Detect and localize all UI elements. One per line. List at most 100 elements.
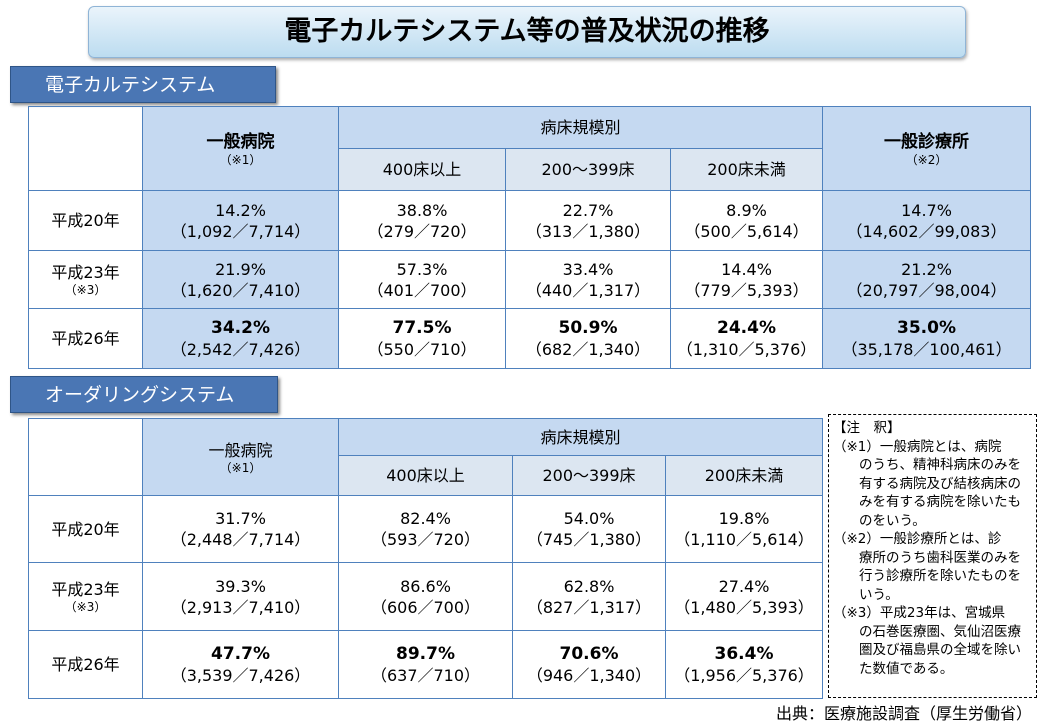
percentage: 70.6% bbox=[559, 643, 619, 664]
percentage: 33.4% bbox=[562, 259, 614, 279]
data-cell: 57.3% （401／700） bbox=[338, 250, 506, 309]
count-ratio: （550／710） bbox=[367, 339, 477, 359]
row-header: 平成26年 bbox=[28, 630, 143, 699]
header-label: 一般病院 bbox=[208, 440, 273, 460]
data-cell: 82.4% （593／720） bbox=[338, 495, 513, 563]
percentage: 39.3% bbox=[215, 576, 266, 596]
percentage: 35.0% bbox=[897, 317, 956, 338]
notes-heading: 【注 釈】 bbox=[833, 420, 901, 436]
row-header: 平成20年 bbox=[28, 190, 143, 251]
header-200-399: 200～399床 bbox=[512, 455, 666, 496]
source-citation: 出典：医療施設調査（厚生労働省） bbox=[775, 704, 1032, 723]
percentage: 47.7% bbox=[211, 643, 270, 664]
year-label: 平成26年 bbox=[51, 329, 120, 348]
row-header: 平成23年 （※3） bbox=[28, 250, 143, 309]
header-bed-scale: 病床規模別 bbox=[337, 106, 824, 149]
percentage: 36.4% bbox=[714, 643, 774, 664]
note-3-body: の石巻医療圏、気仙沼医療圏及び福島県の全域を除いた数値である。 bbox=[859, 623, 1021, 677]
percentage: 89.7% bbox=[396, 643, 455, 664]
count-ratio: （827／1,317） bbox=[526, 597, 652, 617]
percentage: 50.9% bbox=[558, 317, 618, 338]
table-row: 平成26年 34.2% （2,542／7,426） 77.5% （550／710） 50.… bbox=[28, 308, 1032, 369]
percentage: 27.4% bbox=[718, 576, 770, 596]
data-cell: 33.4% （440／1,317） bbox=[505, 250, 671, 309]
data-cell: 27.4% （1,480／5,393） bbox=[664, 562, 824, 631]
note-2-head: （※2）一般診療所とは、診 bbox=[833, 531, 1002, 547]
header-200-399: 200～399床 bbox=[505, 148, 671, 191]
data-cell: 36.4% （1,956／5,376） bbox=[664, 630, 824, 699]
year-label: 平成23年 bbox=[51, 263, 120, 282]
percentage: 21.2% bbox=[901, 259, 952, 279]
count-ratio: （637／710） bbox=[370, 665, 481, 685]
count-ratio: （2,542／7,426） bbox=[170, 339, 311, 359]
data-cell: 50.9% （682／1,340） bbox=[505, 308, 671, 369]
percentage: 24.4% bbox=[717, 317, 776, 338]
year-note: （※3） bbox=[64, 283, 107, 297]
year-label: 平成23年 bbox=[51, 580, 120, 599]
percentage: 62.8% bbox=[563, 576, 615, 596]
corner-cell bbox=[28, 106, 143, 191]
data-cell: 34.2% （2,542／7,426） bbox=[142, 308, 339, 369]
count-ratio: （500／5,614） bbox=[684, 221, 809, 241]
count-ratio: （313／1,380） bbox=[525, 221, 651, 241]
data-cell: 54.0% （745／1,380） bbox=[512, 495, 666, 563]
year-note: （※3） bbox=[64, 600, 107, 614]
count-ratio: （20,797／98,004） bbox=[846, 280, 1007, 300]
row-header: 平成26年 bbox=[28, 308, 143, 369]
header-400-plus: 400床以上 bbox=[338, 148, 506, 191]
note-2-body: 療所のうち歯科医業のみを行う診療所を除いたものをいう。 bbox=[859, 549, 1021, 603]
count-ratio: （606／700） bbox=[370, 597, 481, 617]
header-under-200: 200床未満 bbox=[664, 455, 824, 496]
header-general-hospital: 一般病院 （※1） bbox=[142, 106, 339, 191]
count-ratio: （1,480／5,393） bbox=[674, 597, 814, 617]
page-title: 電子カルテシステム等の普及状況の推移 bbox=[88, 6, 966, 58]
percentage: 14.2% bbox=[215, 200, 266, 220]
section-label-ehr: 電子カルテシステム bbox=[10, 66, 276, 103]
data-cell: 14.7% （14,602／99,083） bbox=[822, 190, 1032, 251]
data-cell: 21.2% （20,797／98,004） bbox=[822, 250, 1032, 309]
table-row: 平成23年 （※3） 21.9% （1,620／7,410） 57.3% （401／700… bbox=[28, 250, 1032, 309]
count-ratio: （682／1,340） bbox=[525, 339, 651, 359]
percentage: 14.4% bbox=[721, 259, 772, 279]
year-label: 平成20年 bbox=[51, 519, 120, 539]
note-1-body: のうち、精神科病床のみを有する病院及び結核病床のみを有する病院を除いたものをいう… bbox=[859, 457, 1021, 529]
table-row: 平成20年 14.2% （1,092／7,714） 38.8% （279／720） 22.… bbox=[28, 190, 1032, 251]
count-ratio: （946／1,340） bbox=[526, 665, 652, 685]
table-row: 平成23年 （※3） 39.3% （2,913／7,410） 86.6% （606／700… bbox=[28, 562, 824, 631]
data-cell: 70.6% （946／1,340） bbox=[512, 630, 666, 699]
header-note: （※1） bbox=[219, 460, 262, 475]
notes-box: 【注 釈】 （※1）一般病院とは、病院 のうち、精神科病床のみを有する病院及び結… bbox=[828, 414, 1037, 698]
count-ratio: （2,448／7,714） bbox=[170, 530, 311, 549]
note-1-head: （※1）一般病院とは、病院 bbox=[833, 438, 1002, 455]
row-header: 平成20年 bbox=[28, 495, 143, 563]
header-note: （※2） bbox=[905, 152, 948, 167]
data-cell: 39.3% （2,913／7,410） bbox=[142, 562, 339, 631]
corner-cell bbox=[28, 418, 143, 496]
header-label: 一般病院 bbox=[206, 131, 275, 152]
count-ratio: （35,178／100,461） bbox=[841, 339, 1012, 359]
data-cell: 19.8% （1,110／5,614） bbox=[664, 495, 824, 563]
count-ratio: （1,110／5,614） bbox=[674, 530, 814, 549]
section-label-ordering: オーダリングシステム bbox=[10, 376, 278, 413]
data-cell: 62.8% （827／1,317） bbox=[512, 562, 666, 631]
count-ratio: （440／1,317） bbox=[525, 280, 651, 300]
data-cell: 14.4% （779／5,393） bbox=[669, 250, 824, 309]
count-ratio: （1,310／5,376） bbox=[676, 339, 817, 359]
data-cell: 35.0% （35,178／100,461） bbox=[822, 308, 1032, 369]
header-clinic: 一般診療所 （※2） bbox=[822, 106, 1032, 191]
data-cell: 77.5% （550／710） bbox=[338, 308, 506, 369]
ehr-table: 一般病院 （※1） 病床規模別 一般診療所 （※2） 400床以上 200～399床… bbox=[28, 106, 1032, 369]
percentage: 22.7% bbox=[562, 200, 614, 220]
year-label: 平成20年 bbox=[51, 211, 120, 230]
percentage: 57.3% bbox=[396, 259, 448, 279]
header-400-plus: 400床以上 bbox=[338, 455, 513, 496]
data-cell: 22.7% （313／1,380） bbox=[505, 190, 671, 251]
percentage: 34.2% bbox=[211, 317, 270, 338]
ordering-table: 一般病院 （※1） 病床規模別 400床以上 200～399床 200床未満 平成… bbox=[28, 418, 824, 699]
header-label: 一般診療所 bbox=[884, 131, 970, 152]
header-general-hospital: 一般病院 （※1） bbox=[142, 418, 339, 496]
percentage: 77.5% bbox=[392, 317, 452, 338]
percentage: 54.0% bbox=[563, 509, 615, 528]
percentage: 31.7% bbox=[215, 509, 266, 528]
count-ratio: （14,602／99,083） bbox=[846, 221, 1007, 241]
